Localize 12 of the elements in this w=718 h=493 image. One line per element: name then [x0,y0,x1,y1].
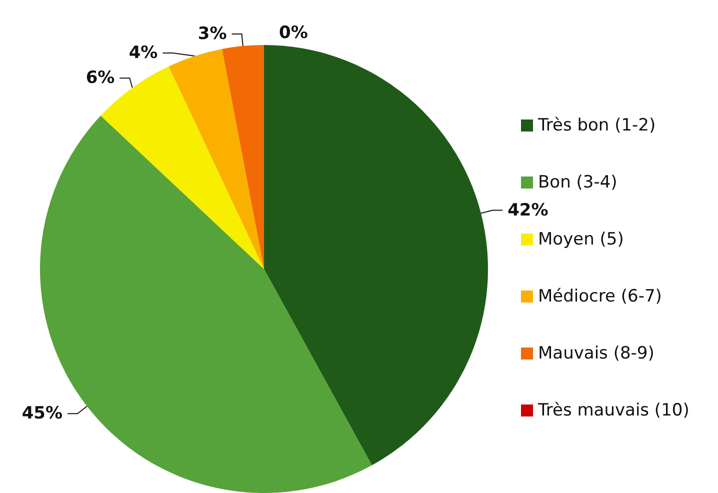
legend-label: Médiocre (6-7) [538,286,662,306]
legend-label: Moyen (5) [538,230,624,250]
legend-label: Mauvais (8-9) [538,344,654,364]
data-label: 45% [22,404,63,424]
data-label: 6% [86,68,115,88]
legend-label: Bon (3-4) [538,172,618,192]
legend-label: Très mauvais (10) [537,400,690,420]
data-label: 3% [198,24,227,44]
data-label: 4% [128,43,158,64]
legend-label: Très bon (1-2) [537,116,656,136]
data-label: 42% [508,200,548,220]
text: 0% [279,23,308,43]
